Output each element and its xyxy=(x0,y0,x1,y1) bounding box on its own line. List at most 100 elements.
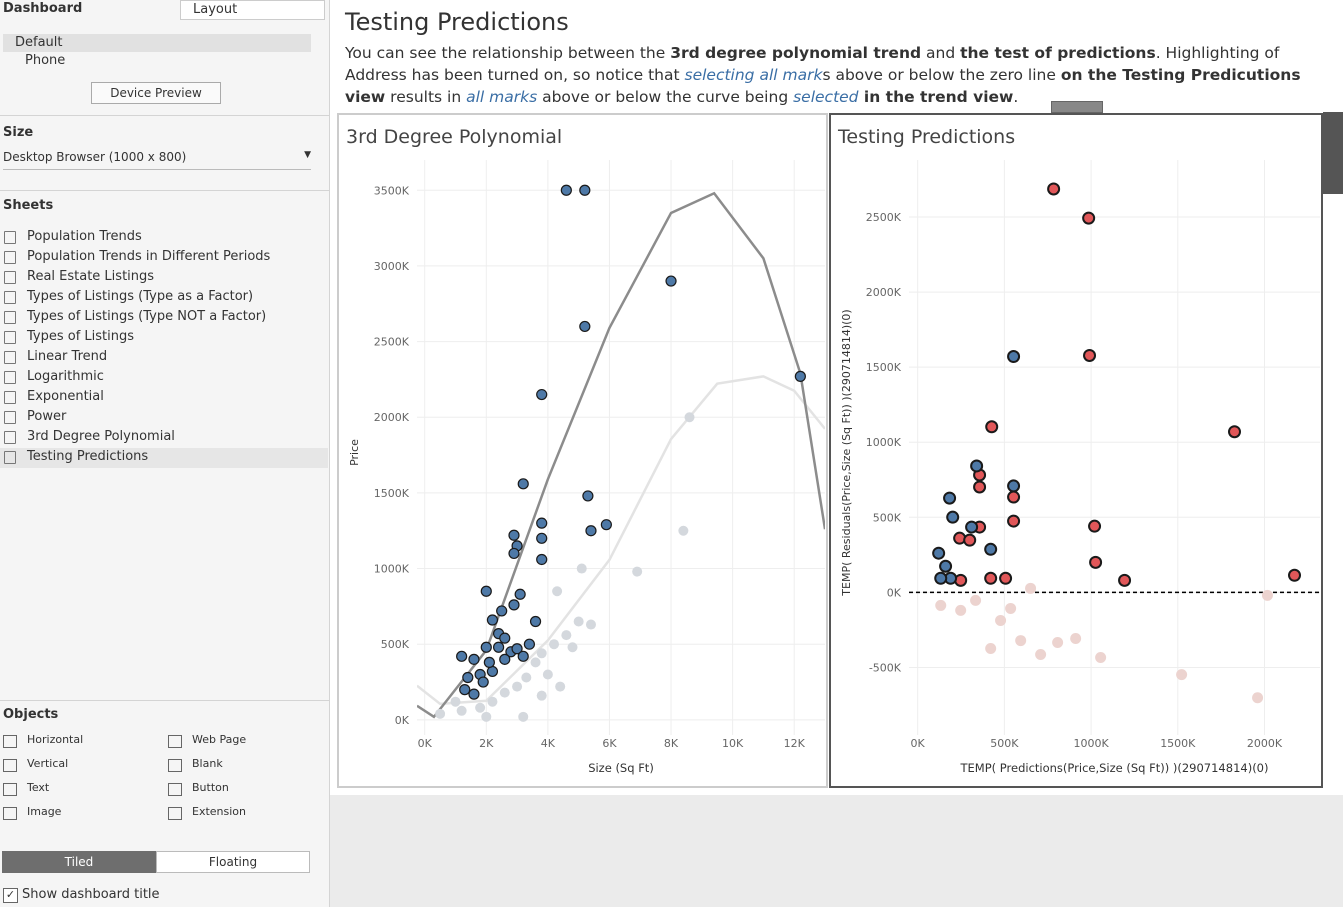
data-point xyxy=(1089,555,1103,569)
object-name: Web Page xyxy=(192,733,247,746)
separator xyxy=(0,115,329,116)
data-point xyxy=(483,656,495,668)
y-tick-label: 2500K xyxy=(374,336,410,349)
sheet-item[interactable]: Types of Listings (Type NOT a Factor) xyxy=(0,308,328,328)
data-point xyxy=(462,671,474,684)
y-tick-label: 2000K xyxy=(866,286,902,299)
sheet-item[interactable]: Types of Listings xyxy=(0,328,328,348)
y-tick-label: 1500K xyxy=(866,361,902,374)
data-point xyxy=(468,653,480,665)
checkbox-label: Show dashboard title xyxy=(22,887,160,902)
x-tick-label: 12K xyxy=(784,737,806,750)
layout-dropdown[interactable]: Layout xyxy=(180,0,325,20)
y-tick-label: 2000K xyxy=(374,411,410,424)
text: on the Testing Predicutions view xyxy=(345,66,1301,106)
data-point xyxy=(995,614,1007,626)
object-icon xyxy=(168,735,182,748)
pane-border xyxy=(829,113,1323,788)
sheet-name: Power xyxy=(27,409,67,424)
data-point xyxy=(481,711,492,722)
object-name: Vertical xyxy=(27,757,69,770)
x-tick-label: 8K xyxy=(664,737,679,750)
sheet-name: Logarithmic xyxy=(27,369,104,384)
data-point xyxy=(1095,652,1107,664)
data-point xyxy=(511,643,523,655)
object-icon xyxy=(168,783,182,796)
section-heading: Sheets xyxy=(3,198,54,213)
device-item[interactable]: Phone xyxy=(25,53,66,68)
sheet-item[interactable]: Testing Predictions xyxy=(0,448,328,468)
pane-border xyxy=(337,113,828,788)
sheet-name: Real Estate Listings xyxy=(27,269,155,284)
y-tick-label: 500K xyxy=(873,511,902,524)
y-tick-label: 3500K xyxy=(374,184,410,197)
object-name: Horizontal xyxy=(27,733,84,746)
sheet-item[interactable]: Power xyxy=(0,408,328,428)
device-item[interactable]: Default xyxy=(3,34,311,52)
checkbox[interactable]: ✓ xyxy=(3,888,18,903)
data-point xyxy=(576,563,587,574)
sheet-item[interactable]: Population Trends xyxy=(0,228,328,248)
sheet-item[interactable]: 3rd Degree Polynomial xyxy=(0,428,328,448)
object-name: Text xyxy=(27,781,50,794)
text: in the trend view xyxy=(858,88,1014,106)
x-tick-label: 6K xyxy=(602,737,617,750)
data-point xyxy=(1025,582,1037,594)
sheet-item[interactable]: Exponential xyxy=(0,388,328,408)
drag-handle[interactable] xyxy=(1051,101,1103,113)
data-point xyxy=(555,681,566,692)
separator xyxy=(0,190,329,191)
trend-line xyxy=(417,191,825,719)
data-point xyxy=(573,616,584,627)
data-point xyxy=(499,653,511,665)
size-value: Desktop Browser (1000 x 800) xyxy=(3,150,187,164)
device-preview-button[interactable]: Device Preview xyxy=(91,82,221,104)
y-tick-label: -500K xyxy=(869,661,902,674)
data-point xyxy=(536,648,547,659)
data-point xyxy=(1047,182,1061,196)
data-point xyxy=(632,566,643,577)
trend-line xyxy=(417,375,825,706)
sheet-item[interactable]: Types of Listings (Type as a Factor) xyxy=(0,288,328,308)
data-point xyxy=(536,553,548,566)
tab[interactable]: Tiled xyxy=(2,851,156,873)
sheet-name: Testing Predictions xyxy=(27,449,149,464)
data-point xyxy=(1070,632,1082,644)
sidebar-title: Dashboard xyxy=(3,1,83,16)
y-tick-label: 3000K xyxy=(374,260,410,273)
data-point xyxy=(955,604,967,616)
sheet-item[interactable]: Linear Trend xyxy=(0,348,328,368)
sheet-icon xyxy=(4,431,16,444)
data-point xyxy=(530,657,541,668)
data-point xyxy=(1261,589,1273,601)
tab[interactable]: Floating xyxy=(156,851,310,873)
plot xyxy=(417,184,825,722)
data-point xyxy=(1088,519,1102,533)
y-axis-label: Price xyxy=(348,439,361,466)
data-point xyxy=(486,614,499,626)
pane-toolbar[interactable] xyxy=(1323,112,1343,194)
sheet-item[interactable]: Real Estate Listings xyxy=(0,268,328,288)
sheet-icon xyxy=(4,411,16,424)
x-axis-label: TEMP( Predictions(Price,Size (Sq Ft)) )(… xyxy=(960,761,1269,775)
data-point xyxy=(1118,573,1132,587)
sheet-item[interactable]: Logarithmic xyxy=(0,368,328,388)
object-name: Image xyxy=(27,805,62,818)
object-icon xyxy=(168,807,182,820)
sheet-item[interactable]: Population Trends in Different Periods xyxy=(0,248,328,268)
sheet-name: Population Trends xyxy=(27,229,142,244)
data-point xyxy=(678,525,689,536)
data-point xyxy=(549,639,560,650)
size-dropdown[interactable]: Desktop Browser (1000 x 800) ▼ xyxy=(3,150,311,170)
text: selected xyxy=(793,88,859,106)
y-axis-label: TEMP( Residuals(Price,Size (Sq Ft)) )(29… xyxy=(840,309,853,596)
sheet-icon xyxy=(4,331,16,344)
object-name: Extension xyxy=(192,805,247,818)
data-point xyxy=(456,650,468,662)
text: results in xyxy=(385,88,467,106)
sheet-name: Exponential xyxy=(27,389,104,404)
sheet-icon xyxy=(4,291,16,304)
text: You can see the relationship between the xyxy=(345,44,671,62)
x-tick-label: 1000K xyxy=(1073,737,1109,750)
text: s above or below the zero line xyxy=(822,66,1061,84)
